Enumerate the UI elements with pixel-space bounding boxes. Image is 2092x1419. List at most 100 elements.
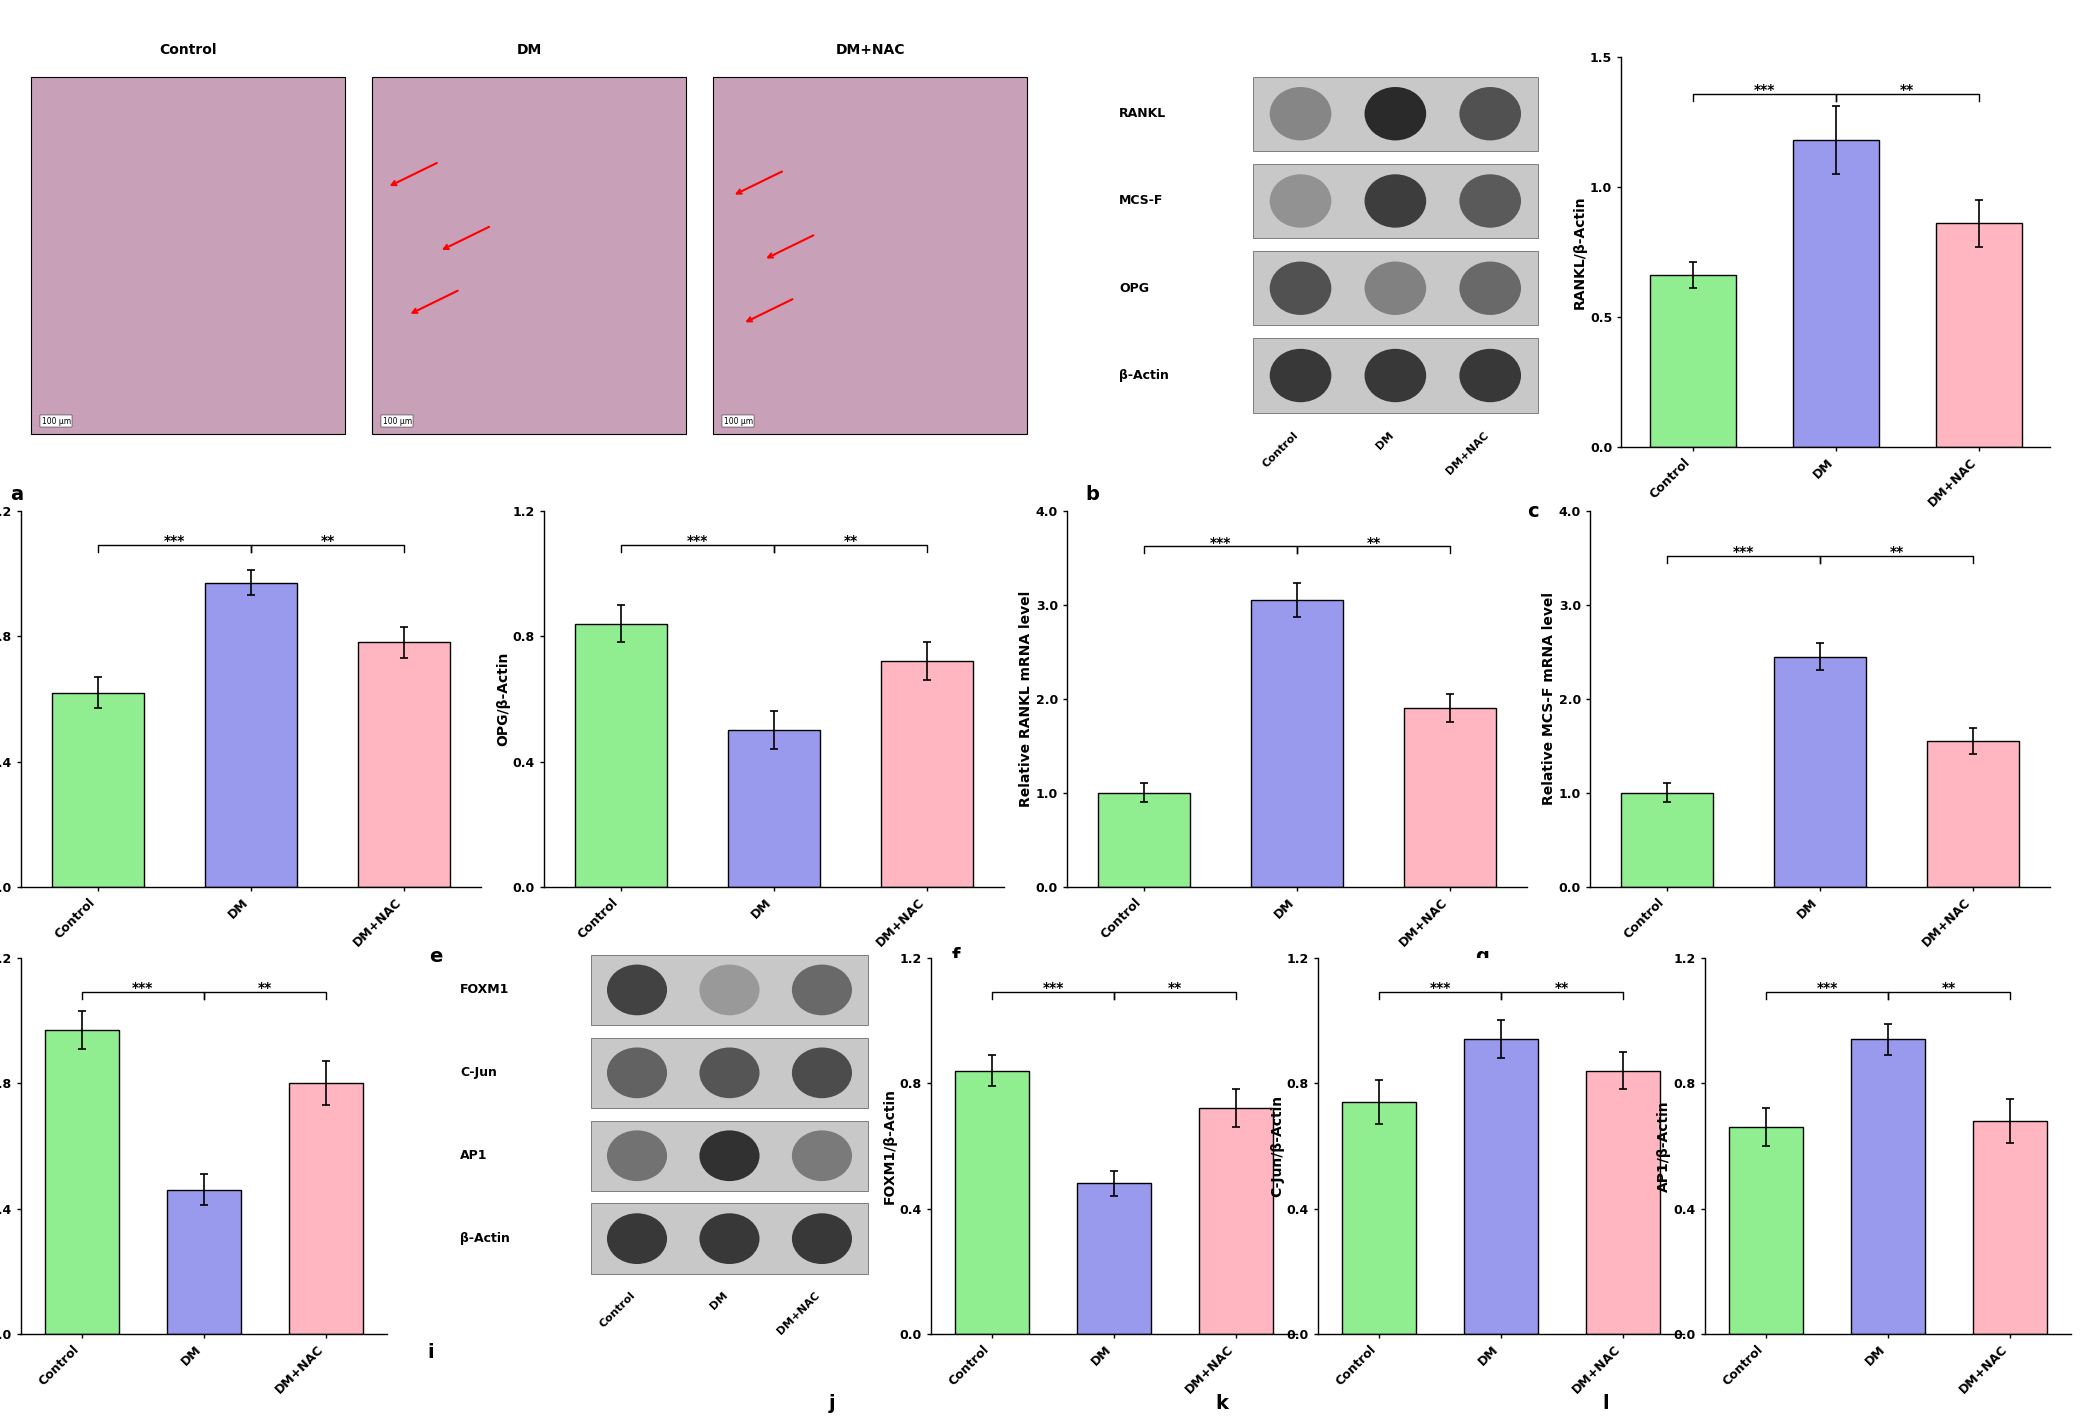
- Text: j: j: [828, 1393, 835, 1413]
- Bar: [1343, 1103, 1416, 1334]
- Bar: [590, 955, 868, 1025]
- Bar: [46, 1030, 119, 1334]
- Bar: [881, 661, 973, 887]
- Bar: [1253, 338, 1538, 413]
- Bar: [1793, 140, 1879, 447]
- Bar: [31, 77, 345, 434]
- Text: 100 μm: 100 μm: [42, 417, 71, 426]
- Ellipse shape: [1364, 87, 1427, 140]
- Bar: [1253, 163, 1538, 238]
- Text: ***: ***: [163, 534, 184, 548]
- Text: **: **: [1554, 981, 1569, 995]
- Text: ***: ***: [1732, 545, 1753, 559]
- Bar: [1253, 251, 1538, 325]
- Bar: [358, 643, 450, 887]
- Text: DM+NAC: DM+NAC: [1443, 430, 1490, 477]
- Text: ***: ***: [686, 534, 707, 548]
- Bar: [590, 1121, 868, 1191]
- Ellipse shape: [1270, 87, 1331, 140]
- Text: **: **: [257, 981, 272, 995]
- Text: FOXM1: FOXM1: [460, 983, 510, 996]
- Text: f: f: [952, 946, 960, 966]
- Text: Control: Control: [1261, 430, 1301, 470]
- Text: **: **: [1941, 981, 1956, 995]
- Text: e: e: [429, 946, 441, 966]
- Bar: [1077, 1183, 1151, 1334]
- Bar: [1927, 741, 2019, 887]
- Text: β-Actin: β-Actin: [1119, 369, 1169, 382]
- Ellipse shape: [1364, 261, 1427, 315]
- Ellipse shape: [699, 1131, 759, 1181]
- Text: 100 μm: 100 μm: [724, 417, 753, 426]
- Bar: [1199, 1108, 1272, 1334]
- Text: Control: Control: [159, 43, 218, 57]
- Bar: [1098, 793, 1190, 887]
- Text: ***: ***: [1042, 981, 1063, 995]
- Bar: [590, 1037, 868, 1108]
- Bar: [52, 692, 144, 887]
- Bar: [1973, 1121, 2046, 1334]
- Text: i: i: [427, 1342, 435, 1362]
- Text: 100 μm: 100 μm: [383, 417, 412, 426]
- Text: AP1: AP1: [460, 1149, 487, 1162]
- Bar: [205, 583, 297, 887]
- Ellipse shape: [793, 1213, 851, 1264]
- Text: OPG: OPG: [1119, 282, 1149, 295]
- Bar: [289, 1083, 362, 1334]
- Text: b: b: [1086, 485, 1100, 504]
- Ellipse shape: [1460, 261, 1521, 315]
- Bar: [1935, 223, 2021, 447]
- Ellipse shape: [1364, 175, 1427, 227]
- Y-axis label: C-Jun/β-Actin: C-Jun/β-Actin: [1270, 1095, 1284, 1196]
- Text: MCS-F: MCS-F: [1119, 194, 1163, 207]
- Ellipse shape: [699, 965, 759, 1016]
- Text: DM: DM: [707, 1290, 730, 1311]
- Text: a: a: [10, 485, 23, 504]
- Ellipse shape: [607, 965, 667, 1016]
- Text: **: **: [843, 534, 858, 548]
- Ellipse shape: [1364, 349, 1427, 402]
- Ellipse shape: [1270, 175, 1331, 227]
- Bar: [1851, 1039, 1925, 1334]
- Bar: [1404, 708, 1496, 887]
- Ellipse shape: [699, 1213, 759, 1264]
- Text: **: **: [1889, 545, 1904, 559]
- Y-axis label: AP1/β-Actin: AP1/β-Actin: [1657, 1100, 1672, 1192]
- Ellipse shape: [607, 1131, 667, 1181]
- Bar: [1586, 1070, 1659, 1334]
- Text: ***: ***: [132, 981, 153, 995]
- Text: RANKL: RANKL: [1119, 108, 1167, 121]
- Text: DM: DM: [517, 43, 542, 57]
- Text: l: l: [1602, 1393, 1609, 1413]
- Ellipse shape: [1270, 261, 1331, 315]
- Text: **: **: [1366, 536, 1381, 549]
- Text: g: g: [1475, 946, 1490, 966]
- Text: **: **: [1167, 981, 1182, 995]
- Ellipse shape: [607, 1213, 667, 1264]
- Bar: [1251, 600, 1343, 887]
- Text: β-Actin: β-Actin: [460, 1232, 510, 1244]
- Bar: [728, 731, 820, 887]
- Text: k: k: [1215, 1393, 1228, 1413]
- Ellipse shape: [607, 1047, 667, 1098]
- Text: DM: DM: [1374, 430, 1395, 451]
- Ellipse shape: [1460, 87, 1521, 140]
- Ellipse shape: [793, 1047, 851, 1098]
- Ellipse shape: [1270, 349, 1331, 402]
- Bar: [167, 1189, 241, 1334]
- Bar: [713, 77, 1027, 434]
- Bar: [1774, 657, 1866, 887]
- Bar: [1621, 793, 1713, 887]
- Bar: [590, 1203, 868, 1274]
- Text: **: **: [1900, 84, 1914, 98]
- Y-axis label: Relative RANKL mRNA level: Relative RANKL mRNA level: [1019, 590, 1033, 807]
- Bar: [372, 77, 686, 434]
- Text: ***: ***: [1816, 981, 1837, 995]
- Bar: [956, 1070, 1029, 1334]
- Bar: [1464, 1039, 1538, 1334]
- Y-axis label: OPG/β-Actin: OPG/β-Actin: [496, 651, 510, 746]
- Text: Control: Control: [598, 1290, 636, 1330]
- Text: DM+NAC: DM+NAC: [835, 43, 906, 57]
- Y-axis label: Relative MCS-F mRNA level: Relative MCS-F mRNA level: [1542, 592, 1556, 806]
- Text: ***: ***: [1429, 981, 1450, 995]
